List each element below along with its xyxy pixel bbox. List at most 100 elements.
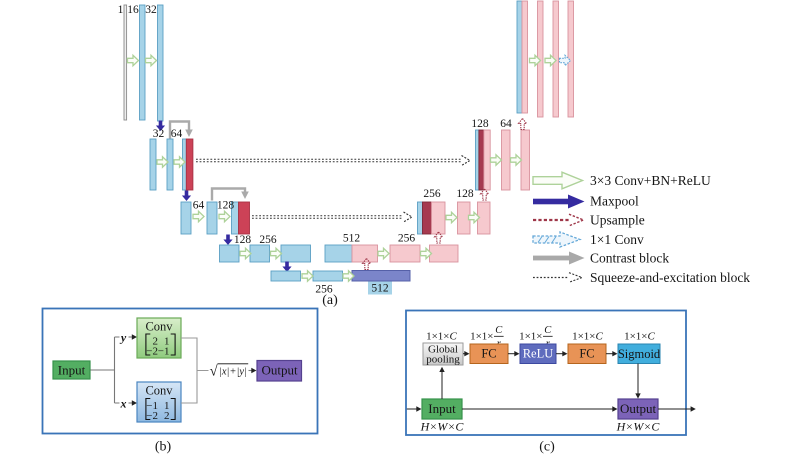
conv3x3-arrow-icon (532, 171, 585, 190)
channel-label: 512 (371, 283, 389, 295)
matrix-bracket (170, 397, 176, 421)
channel-label: 256 (398, 233, 416, 245)
se-output-label: Output (620, 401, 657, 416)
radical-sign: √ (210, 364, 219, 380)
dim-label-prefix: 1×1× (624, 331, 647, 343)
label-highlight (368, 281, 392, 295)
conv1x1-arrow-icon (532, 231, 582, 248)
maxpool-arrow-icon (223, 234, 233, 245)
matrix-cell: 1 (164, 400, 170, 412)
fork-lines (90, 336, 120, 404)
dec3-up-strip (422, 201, 432, 235)
contrast-block-arrow (168, 120, 191, 139)
dec2-bar (501, 129, 511, 191)
conv-arrow-icon (509, 154, 523, 166)
arrowhead-icon (690, 406, 696, 412)
bottleneck-box (270, 270, 301, 282)
enc4-box (219, 244, 240, 263)
conv-arrow-icon (377, 247, 390, 260)
matrix-bracket (145, 397, 151, 421)
enc1-input-bar (123, 4, 128, 121)
dec1-bar (521, 0, 528, 114)
channel-label: 1 (118, 4, 124, 16)
output-label: Output (261, 363, 298, 378)
channel-label: 64 (500, 118, 512, 130)
channel-label: 16 (127, 4, 139, 16)
sigmoid-label: Sigmoid (618, 347, 661, 361)
upsample-arrow-icon (517, 117, 528, 131)
channel-label: 128 (456, 188, 474, 200)
legend-label: 3×3 Conv+BN+ReLU (590, 173, 711, 188)
channel-label: 128 (234, 234, 252, 246)
sigmoid-box (617, 343, 661, 364)
caption-a: (a) (322, 293, 338, 308)
upsample-arrowhead (568, 213, 586, 227)
matrix-bracket (145, 333, 151, 356)
matrix-cell: 1 (164, 336, 170, 348)
conv-arrow-icon (156, 156, 169, 168)
fc2-label: FC (579, 347, 594, 361)
dec4-box (389, 244, 421, 263)
contrast-block-diagram: Input y x Conv 2 1 −2 −1 Conv −1 1 −2 2 … (41, 307, 319, 455)
matrix-cell: −2 (146, 346, 158, 358)
contrast-arrowhead (569, 251, 585, 265)
maxpool-arrow-icon (181, 190, 192, 201)
input-label: Input (58, 363, 86, 378)
output-box (256, 359, 303, 382)
channel-label: 32 (153, 128, 165, 140)
contrast-block-arrow (210, 187, 247, 201)
enc1-bar-16 (139, 4, 146, 121)
matrix-cell: −1 (146, 400, 158, 412)
channel-label: 128 (471, 118, 489, 130)
enc3-contrast-strip (238, 201, 250, 235)
conv-arrow-icon (218, 210, 231, 223)
conv1x1-stripe (544, 236, 550, 243)
matrix-cell: −2 (146, 410, 158, 422)
conv1x1-stripe (551, 236, 557, 243)
enc3-bar (206, 201, 218, 235)
enc4-box (249, 244, 270, 263)
enc3-bar (180, 201, 192, 235)
fraction-numerator: C (544, 325, 552, 336)
input-box (52, 360, 91, 380)
channel-label: 256 (259, 234, 277, 246)
contrast-arrowhead (241, 191, 249, 199)
bottleneck-purple-box (351, 270, 411, 282)
dim-label-prefix: 1×1× (470, 331, 493, 343)
maxpool-arrow-icon (282, 261, 292, 272)
channel-label: 256 (423, 188, 441, 200)
conv-arrow-icon (126, 54, 140, 67)
matrix-cell: 2 (164, 410, 170, 422)
maxpool-arrow-icon (533, 198, 568, 205)
se-arrowhead (568, 272, 584, 283)
matrix-cell: −1 (158, 346, 170, 358)
fraction-numerator: C (495, 325, 503, 336)
conv-arrow-icon (445, 211, 458, 224)
se-input-label: Input (428, 401, 456, 416)
conv-x-box (136, 381, 182, 423)
matrix-bracket (170, 333, 176, 356)
matrix-cell: 2 (153, 336, 159, 348)
legend-label: Upsample (590, 213, 645, 228)
hwc-label: H×W×C (616, 420, 661, 434)
dec4-up-half (351, 244, 378, 263)
enc2-bar (166, 138, 174, 191)
magnitude-expression: |x|+|y| (219, 367, 247, 378)
dec2-bar (483, 129, 491, 191)
conv1x1-stripe (537, 236, 543, 243)
dim-label-c: C (596, 331, 604, 343)
conv-x-title: Conv (145, 384, 173, 398)
conv-arrow-icon (144, 54, 158, 67)
se-arrowhead-icon (402, 211, 413, 223)
dim-label-prefix: 1×1× (426, 331, 449, 343)
caption-c: (c) (539, 440, 555, 455)
dim-label-c: C (648, 331, 656, 343)
maxpool-arrowhead (568, 194, 585, 209)
dec2-up-strip (478, 129, 485, 191)
conv-arrow-icon (192, 210, 205, 223)
conv-y-title: Conv (145, 320, 173, 334)
channel-label: 128 (217, 200, 235, 212)
dec4-skip-half (324, 244, 353, 263)
